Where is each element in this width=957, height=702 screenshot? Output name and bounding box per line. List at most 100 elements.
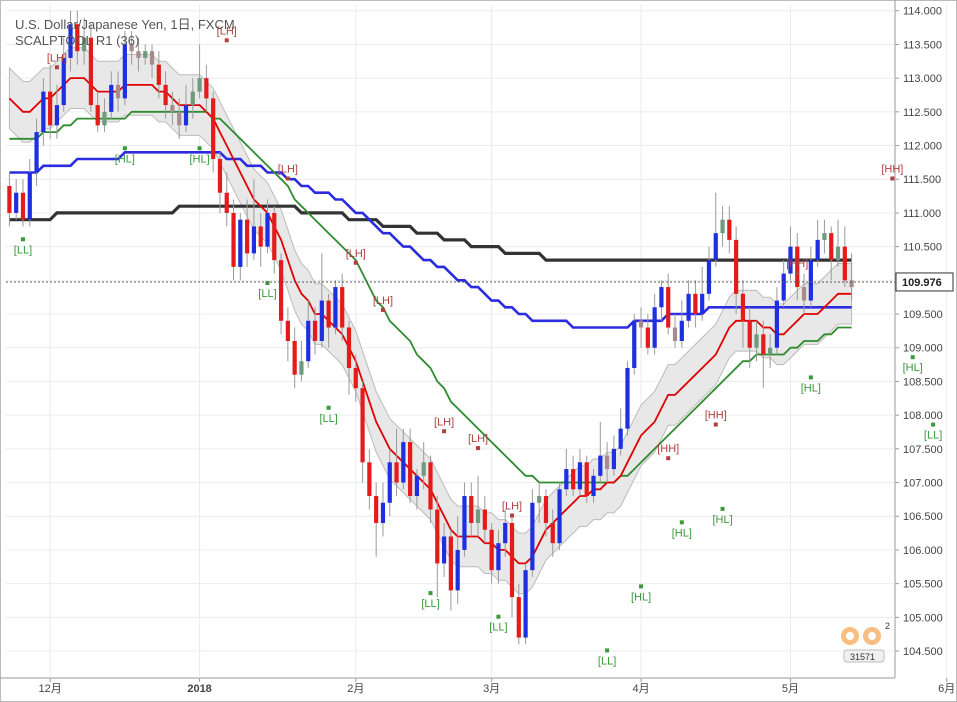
swing-dot xyxy=(54,65,59,70)
swing-dot xyxy=(713,422,718,427)
candle-body xyxy=(455,549,460,591)
candle-body xyxy=(591,475,596,497)
candle-body xyxy=(503,522,508,544)
candle-body xyxy=(367,462,372,497)
y-tick-label: 113.500 xyxy=(903,39,942,51)
candle-body xyxy=(204,78,209,99)
swing-dot xyxy=(496,614,501,619)
swing-dot xyxy=(122,146,127,151)
y-tick-label: 113.000 xyxy=(903,73,942,85)
swing-label: [HH] xyxy=(657,443,679,455)
candle-body xyxy=(374,496,379,523)
swing-label: [HH] xyxy=(786,258,808,270)
swing-label: [LH] xyxy=(217,25,237,37)
swing-dot xyxy=(910,355,915,360)
candle-body xyxy=(115,84,121,99)
candle-body xyxy=(319,300,324,341)
candle-body xyxy=(224,192,229,213)
candle-body xyxy=(727,219,732,240)
candle-body xyxy=(27,172,32,220)
swing-label: [LL] xyxy=(598,655,616,667)
candle-body xyxy=(197,78,202,92)
candle-body xyxy=(88,37,94,106)
ma-line-green xyxy=(9,110,852,484)
candle-body xyxy=(217,159,223,193)
candle-body xyxy=(14,192,19,213)
y-tick-label: 105.500 xyxy=(903,579,943,591)
swing-dot xyxy=(353,260,358,265)
candle-body xyxy=(129,44,134,52)
swing-label: [LH] xyxy=(47,52,67,64)
swing-dot xyxy=(224,38,229,43)
y-tick-label: 107.000 xyxy=(903,478,943,490)
candle-body xyxy=(618,428,623,449)
candle-body xyxy=(577,462,583,490)
candle-body xyxy=(808,260,813,301)
candle-body xyxy=(835,246,841,261)
candle-body xyxy=(170,105,175,112)
y-tick-label: 104.500 xyxy=(903,646,943,658)
candle-body xyxy=(611,448,616,470)
candle-body xyxy=(41,91,46,133)
ma-line-blue xyxy=(9,151,852,329)
chart-title: U.S. Dollar/Japanese Yen, 1日, FXCM xyxy=(15,17,235,32)
x-tick-label: 2018 xyxy=(187,683,211,695)
candle-body xyxy=(251,226,257,254)
indicator-title: SCALPTOOL R1 (36) xyxy=(15,33,140,48)
swing-dot xyxy=(720,506,725,511)
swing-label: [HH] xyxy=(881,164,903,176)
candle-body xyxy=(156,64,161,85)
candle-body xyxy=(679,320,684,341)
candle-body xyxy=(700,293,705,315)
candle-body xyxy=(122,44,127,99)
candle-body xyxy=(306,320,311,362)
y-tick-label: 112.000 xyxy=(903,141,942,153)
candle-body xyxy=(672,327,678,341)
candle-body xyxy=(136,51,141,58)
candle-body xyxy=(645,327,650,348)
x-tick-label: 5月 xyxy=(782,683,799,695)
candle-body xyxy=(312,320,318,341)
y-tick-label: 107.500 xyxy=(903,444,943,456)
x-tick-label: 2月 xyxy=(347,683,364,695)
swing-label: [HL] xyxy=(115,153,135,165)
swing-dot xyxy=(510,513,515,518)
y-tick-label: 111.500 xyxy=(903,174,941,186)
candle-body xyxy=(109,84,114,112)
swing-dot xyxy=(808,375,813,380)
candle-body xyxy=(475,509,481,523)
candle-body xyxy=(829,233,834,261)
logo-badge: 2 xyxy=(885,621,890,631)
candle-body xyxy=(571,469,576,490)
candle-body xyxy=(740,293,746,321)
candle-body xyxy=(360,388,365,463)
swing-label: [LL] xyxy=(924,430,942,442)
candle-body xyxy=(530,502,535,571)
y-tick-label: 106.000 xyxy=(903,545,943,557)
brand-logo-icon: 31571 2 xyxy=(841,621,890,663)
swing-label: [LH] xyxy=(434,416,454,428)
y-tick-label: 114.000 xyxy=(903,6,942,18)
logo-text: 31571 xyxy=(850,652,875,662)
y-tick-label: 110.500 xyxy=(903,242,942,254)
candle-body xyxy=(666,287,671,328)
candle-body xyxy=(686,293,691,321)
candle-body xyxy=(496,543,501,571)
y-tick-label: 111.000 xyxy=(903,208,941,220)
swing-label: [LL] xyxy=(489,622,507,634)
y-tick-label: 109.000 xyxy=(903,343,943,355)
candle-body xyxy=(489,529,494,571)
swing-dot xyxy=(639,584,644,589)
swing-dot xyxy=(605,648,610,653)
candle-body xyxy=(428,462,433,510)
swing-label: [HL] xyxy=(903,362,923,374)
swing-label: [LH] xyxy=(346,248,366,260)
candle-body xyxy=(788,246,793,274)
swing-label: [HL] xyxy=(801,382,821,394)
candle-body xyxy=(693,293,698,315)
candle-body xyxy=(149,51,155,65)
swing-label: [LH] xyxy=(502,501,522,513)
candle-body xyxy=(245,219,250,254)
candle-body xyxy=(68,24,73,58)
